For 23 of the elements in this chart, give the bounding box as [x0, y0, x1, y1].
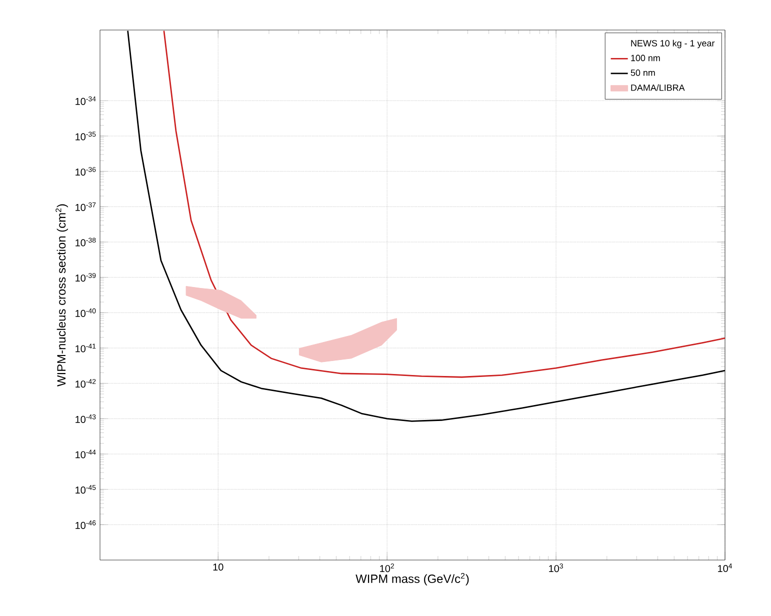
y-tick-label: 10$^{-38}$: [76, 238, 96, 246]
y-tick-label: 10$^{-36}$: [76, 167, 96, 176]
y-tick-label: 10$^{-40}$: [76, 308, 96, 317]
x-tick-label: 10$^{2}$: [380, 564, 394, 572]
y-tick-label: 10$^{-37}$: [76, 202, 96, 211]
y-tick-label: 10$^{-39}$: [76, 273, 96, 282]
x-axis-title: WIPM mass (GeV/c$^{2}$): [356, 572, 469, 586]
y-axis-title: WIPM-nucleus cross section (cm$^{2}$): [56, 204, 68, 386]
y-tick-label: 10$^{-34}$: [76, 96, 96, 105]
legend-label: DAMA/LIBRA: [631, 84, 685, 91]
y-tick-label: 10$^{-41}$: [76, 344, 96, 352]
legend-title: NEWS 10 kg - 1 year: [631, 40, 715, 48]
y-tick-label: 10$^{-46}$: [76, 520, 96, 529]
y-tick-label: 10$^{-43}$: [76, 414, 96, 423]
x-tick-label: 10: [213, 564, 224, 571]
y-tick-label: 10$^{-44}$: [76, 450, 96, 458]
legend-label: 100 nm: [631, 54, 660, 62]
legend-label: 50 nm: [630, 70, 655, 76]
y-tick-label: 10$^{-35}$: [76, 132, 96, 140]
x-tick-label: 10$^{4}$: [718, 564, 732, 572]
y-tick-label: 10$^{-42}$: [76, 379, 96, 388]
x-tick-label: 10$^{3}$: [549, 564, 563, 572]
y-tick-label: 10$^{-45}$: [76, 485, 96, 494]
